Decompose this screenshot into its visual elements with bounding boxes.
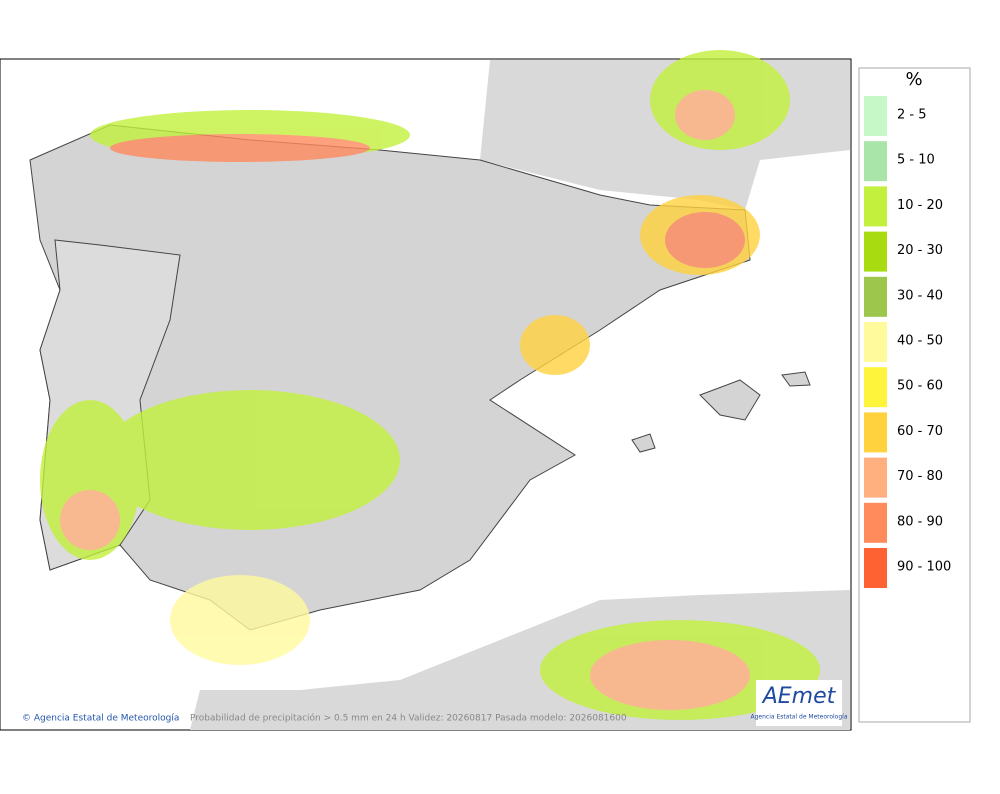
- precip-area: [110, 134, 370, 162]
- legend-swatch: [864, 548, 887, 588]
- legend-swatch: [864, 96, 887, 136]
- legend-label: 90 - 100: [897, 560, 951, 575]
- legend-title: %: [905, 69, 922, 90]
- precip-area: [665, 212, 745, 268]
- precip-area: [60, 490, 120, 550]
- legend-swatch: [864, 231, 887, 272]
- legend-label: 10 - 20: [897, 198, 943, 213]
- precip-area: [100, 390, 400, 530]
- precip-area: [590, 640, 750, 710]
- legend-swatch: [864, 457, 887, 498]
- legend-swatch: [864, 322, 887, 362]
- precip-area: [520, 315, 590, 375]
- ibiza: [631, 433, 656, 453]
- legend-label: 20 - 30: [897, 243, 943, 258]
- legend-swatch: [864, 502, 887, 543]
- logo-box: [756, 680, 842, 726]
- legend-swatch: [864, 367, 887, 408]
- legend-label: 5 - 10: [897, 153, 935, 168]
- logo-subtitle: Agencia Estatal de Meteorología: [751, 714, 848, 721]
- legend-label: 60 - 70: [897, 424, 943, 439]
- legend-swatch: [864, 276, 887, 317]
- legend-label: 50 - 60: [897, 379, 943, 394]
- precip-area: [170, 575, 310, 665]
- menorca: [781, 371, 811, 387]
- credit: © Agencia Estatal de Meteorología: [22, 714, 179, 724]
- map: © Agencia Estatal de Meteorología Probab…: [0, 50, 852, 731]
- legend-label: 40 - 50: [897, 334, 943, 349]
- logo-title: AEmet: [761, 684, 837, 709]
- legend-label: 30 - 40: [897, 288, 943, 303]
- precip-area: [675, 90, 735, 140]
- caption: Probabilidad de precipitación > 0.5 mm e…: [190, 713, 627, 724]
- legend-label: 70 - 80: [897, 469, 943, 484]
- legend-swatch: [864, 141, 887, 182]
- legend-swatch: [864, 412, 887, 453]
- legend-label: 80 - 90: [897, 514, 943, 529]
- legend-swatch: [864, 186, 887, 227]
- mallorca: [699, 379, 761, 421]
- precipitation: [40, 50, 820, 720]
- legend: % 2 - 5 5 - 10 10 - 20 20 - 30 30 - 40 40 - 5…: [858, 67, 971, 723]
- legend-label: 2 - 5: [897, 108, 927, 123]
